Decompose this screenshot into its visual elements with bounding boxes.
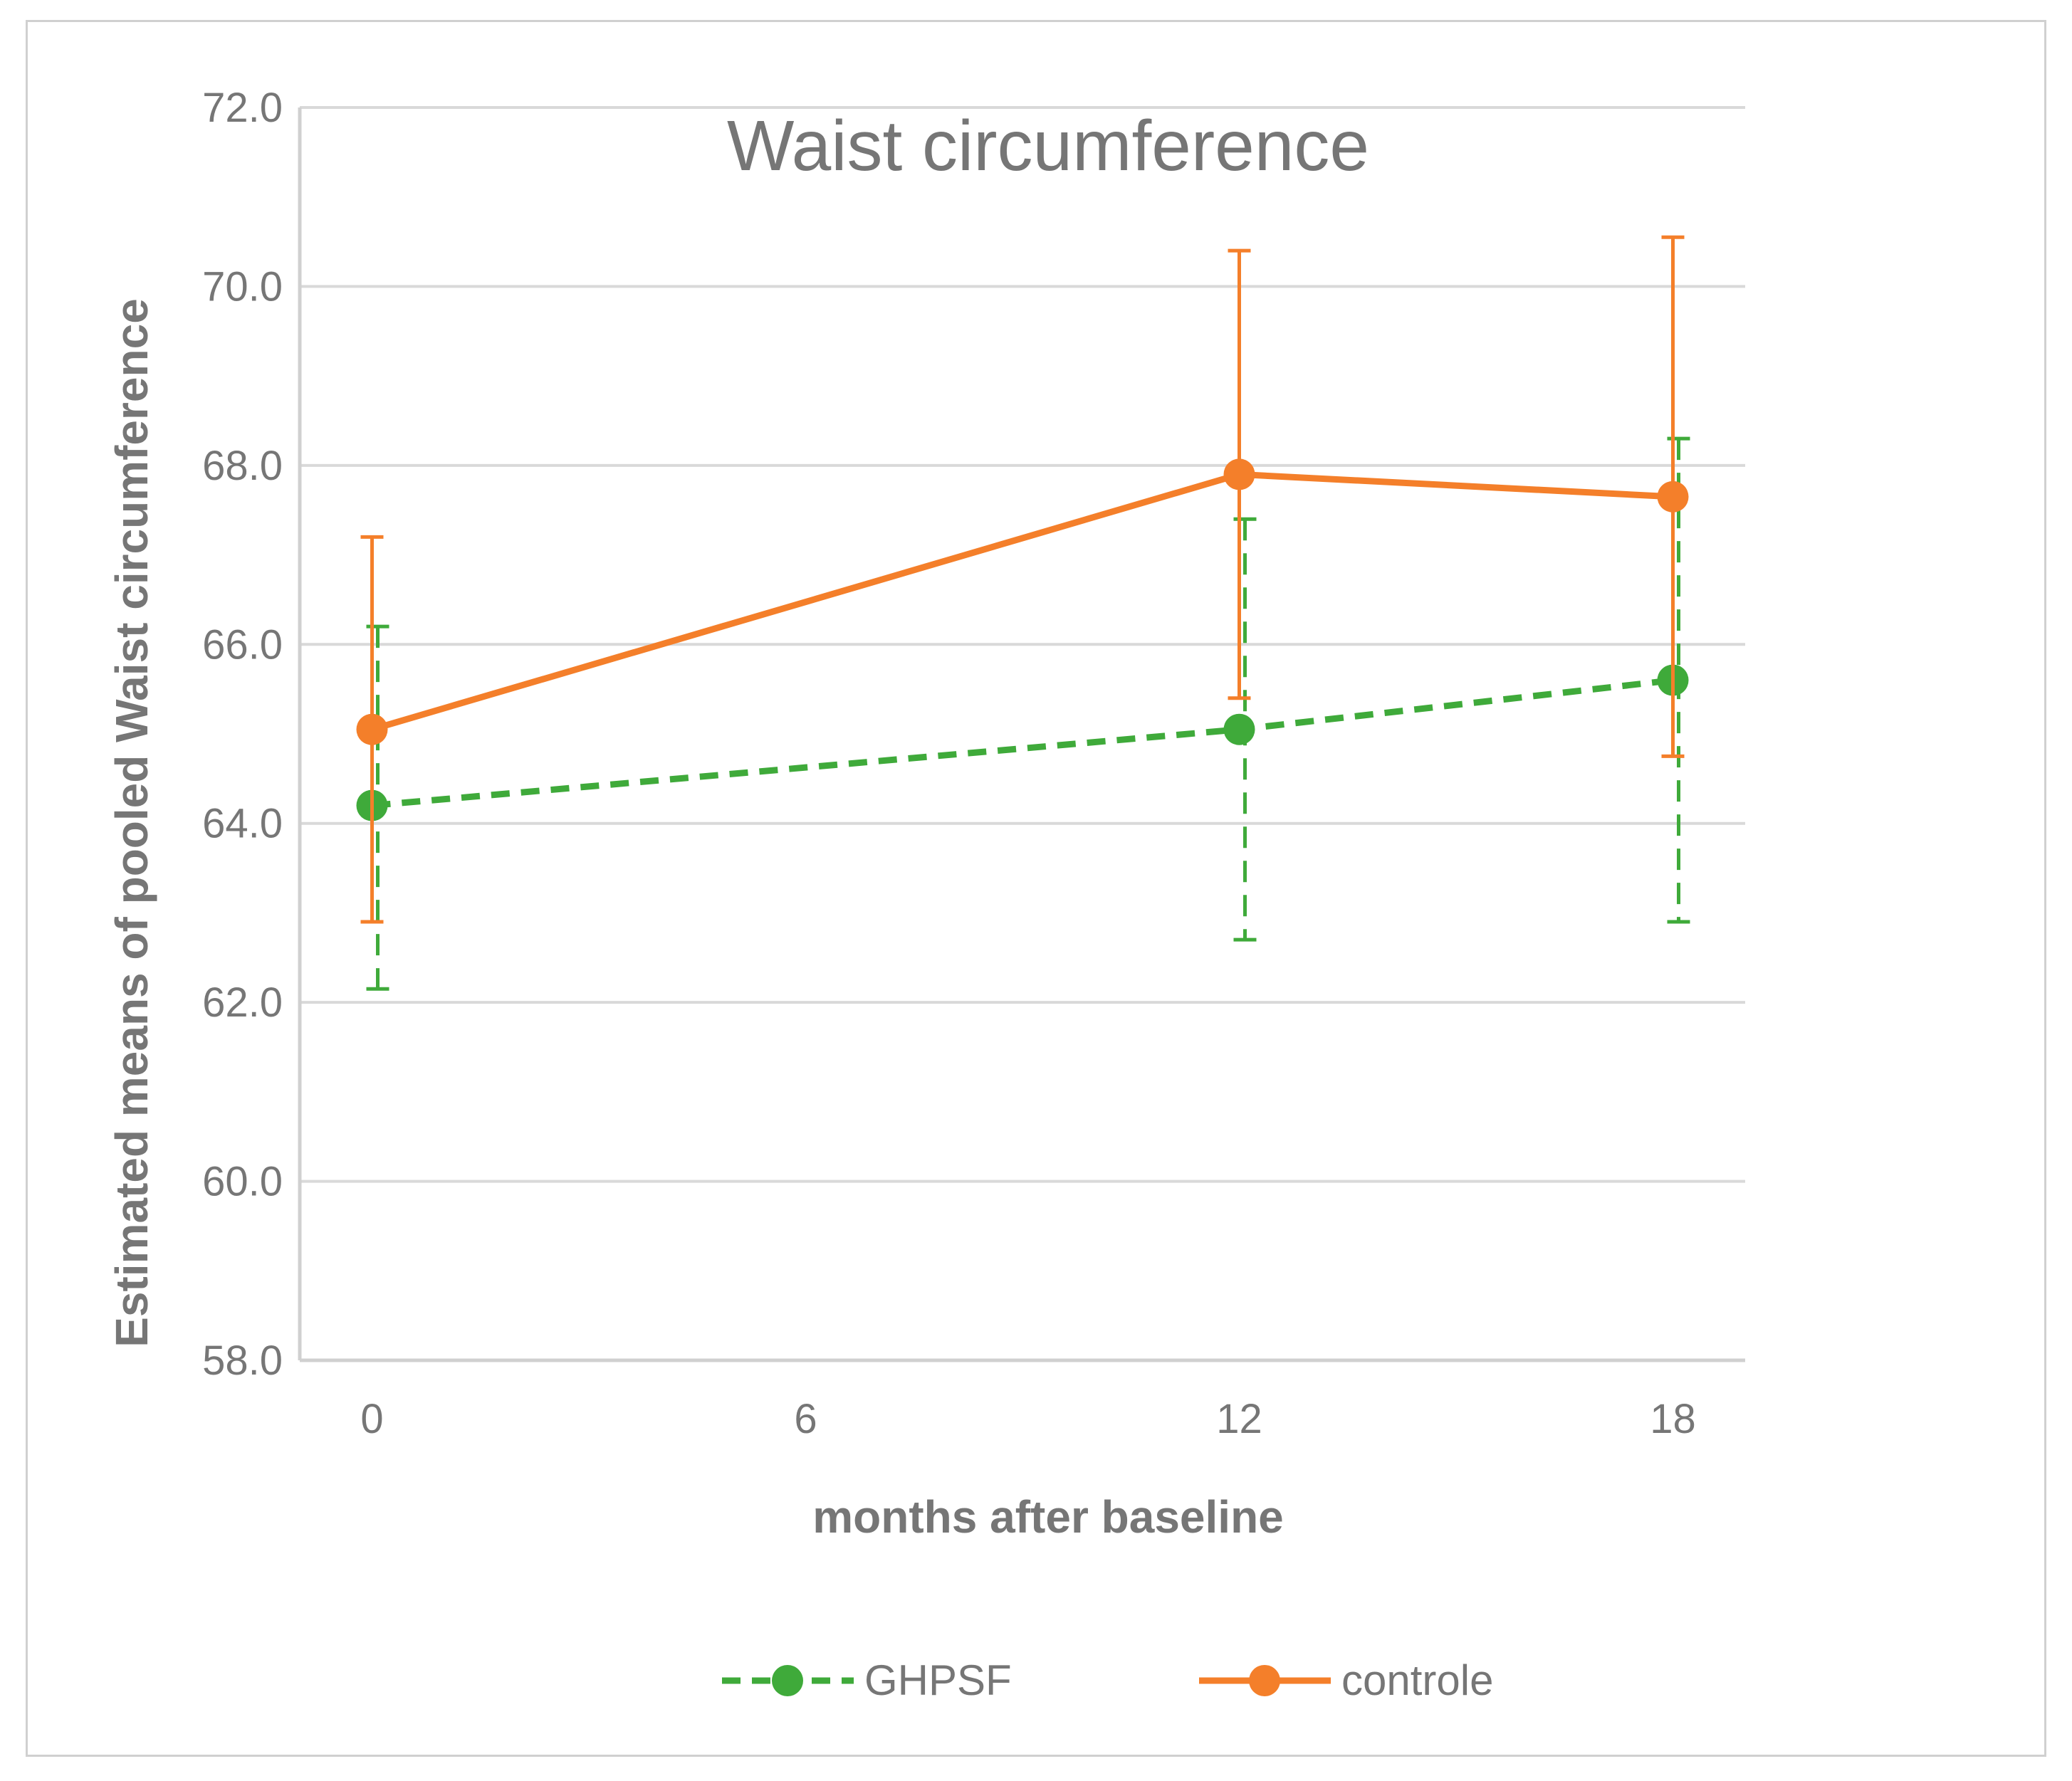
legend-swatch-marker xyxy=(1249,1665,1280,1696)
legend: GHPSF controle xyxy=(722,1656,1493,1704)
series-GHPSF xyxy=(356,436,1690,991)
y-tick-label: 58.0 xyxy=(202,1338,283,1384)
y-tick-label: 62.0 xyxy=(202,979,283,1026)
y-tick-label: 68.0 xyxy=(202,443,283,489)
y-tick-label: 64.0 xyxy=(202,801,283,847)
data-point xyxy=(356,713,388,745)
y-tick-label: 72.0 xyxy=(202,85,283,131)
y-axis-title: Estimated means of pooled Waist circumfe… xyxy=(106,298,157,1347)
x-tick-label: 0 xyxy=(360,1396,383,1442)
chart-title: Waist circumference xyxy=(727,106,1369,186)
x-tick-labels: 0 6 12 18 xyxy=(360,1396,1695,1442)
y-tick-label: 66.0 xyxy=(202,621,283,668)
data-point xyxy=(1657,480,1689,513)
data-point xyxy=(1223,713,1255,745)
y-tick-label: 70.0 xyxy=(202,263,283,310)
x-tick-label: 18 xyxy=(1650,1396,1696,1442)
data-point xyxy=(1223,458,1255,490)
line-chart: 58.060.062.064.066.068.070.072.0 0 6 12 18 … xyxy=(106,85,1745,1704)
legend-item-GHPSF: GHPSF xyxy=(722,1656,1012,1704)
chart-frame: 58.0 60.0 62.0 64.0 66.0 68.0 70.0 72.0 0 6 12 18 … xyxy=(26,20,2046,1757)
axes xyxy=(298,107,1745,1362)
legend-item-controle: controle xyxy=(1199,1656,1493,1704)
y-tick-label: 60.0 xyxy=(202,1159,283,1205)
x-axis-title: months after baseline xyxy=(812,1491,1284,1543)
x-tick-label: 6 xyxy=(794,1396,817,1442)
series-controle xyxy=(356,235,1689,924)
legend-swatch-marker xyxy=(772,1665,803,1696)
y-tick-labels: 58.0 60.0 62.0 64.0 66.0 68.0 70.0 72.0 xyxy=(202,85,283,1384)
legend-label: GHPSF xyxy=(864,1656,1012,1704)
legend-label: controle xyxy=(1341,1656,1493,1704)
series-line xyxy=(372,677,1674,809)
x-tick-label: 12 xyxy=(1216,1396,1262,1442)
data-series xyxy=(356,235,1690,991)
grid-lines xyxy=(300,106,1745,1183)
series-line xyxy=(371,471,1673,733)
